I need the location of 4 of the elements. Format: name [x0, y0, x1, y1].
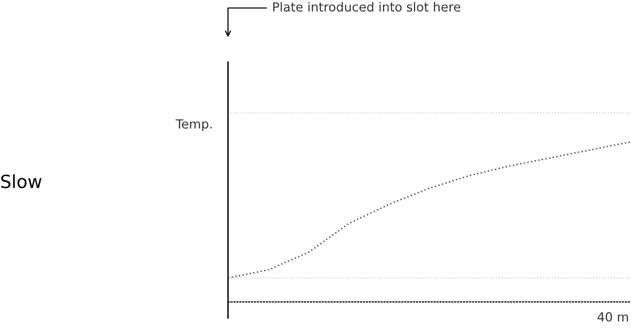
- text: Plate introduced into slot here: [273, 2, 460, 12]
- text: Slow: [1, 174, 42, 188]
- text: 40 m: [598, 312, 628, 322]
- y-axis-title: Temp.: [176, 119, 212, 132]
